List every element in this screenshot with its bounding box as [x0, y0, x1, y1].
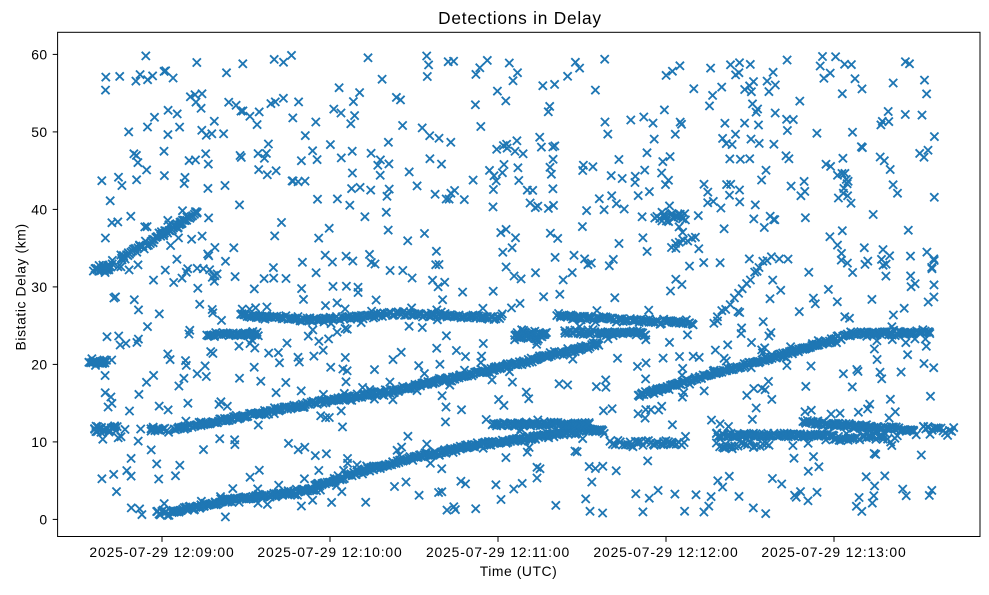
svg-text:50: 50: [31, 124, 47, 140]
svg-text:60: 60: [31, 46, 47, 62]
svg-text:Bistatic Delay (km): Bistatic Delay (km): [13, 223, 29, 350]
svg-text:20: 20: [31, 356, 47, 372]
svg-text:40: 40: [31, 201, 47, 217]
svg-text:Time (UTC): Time (UTC): [480, 563, 558, 579]
svg-text:2025-07-29 12:13:00: 2025-07-29 12:13:00: [761, 544, 906, 560]
svg-text:2025-07-29 12:10:00: 2025-07-29 12:10:00: [257, 544, 402, 560]
svg-text:0: 0: [39, 511, 47, 527]
svg-text:Detections in Delay: Detections in Delay: [438, 8, 602, 28]
svg-text:2025-07-29 12:09:00: 2025-07-29 12:09:00: [89, 544, 234, 560]
svg-text:2025-07-29 12:12:00: 2025-07-29 12:12:00: [593, 544, 738, 560]
svg-text:10: 10: [31, 434, 47, 450]
svg-text:30: 30: [31, 279, 47, 295]
svg-text:2025-07-29 12:11:00: 2025-07-29 12:11:00: [426, 544, 570, 560]
